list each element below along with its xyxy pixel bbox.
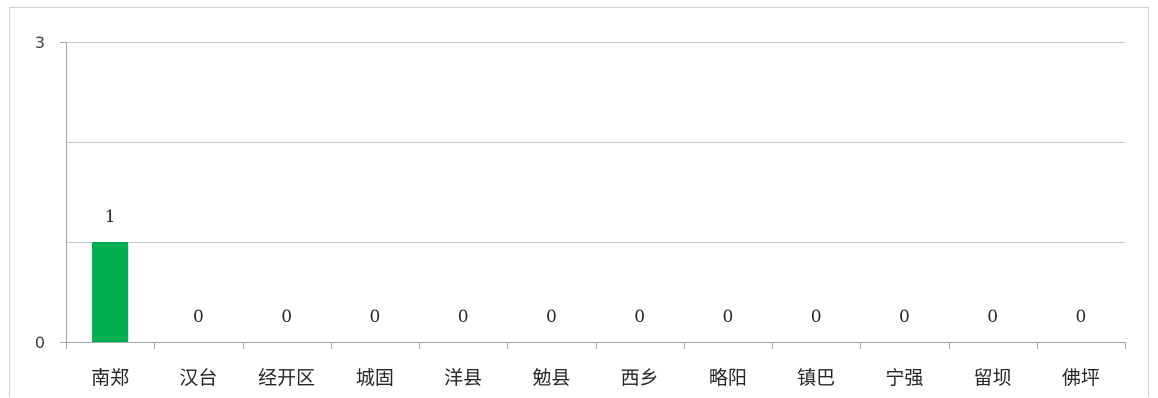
x-category-label-6: 西乡 xyxy=(621,367,659,389)
x-category-label-7: 略阳 xyxy=(709,367,747,389)
y-tick-label-1: 3 xyxy=(35,33,45,52)
data-label-3: 0 xyxy=(369,307,380,327)
x-category-label-1: 汉台 xyxy=(179,367,217,389)
x-category-label-2: 经开区 xyxy=(258,367,315,389)
data-label-11: 0 xyxy=(1075,307,1086,327)
y-tick-label-0: 0 xyxy=(35,333,45,352)
data-label-6: 0 xyxy=(634,307,645,327)
axes xyxy=(60,42,1125,343)
x-category-label-4: 洋县 xyxy=(444,367,482,389)
data-label-1: 0 xyxy=(193,307,204,327)
x-category-label-3: 城固 xyxy=(356,367,394,389)
x-category-label-8: 镇巴 xyxy=(797,367,835,389)
data-label-2: 0 xyxy=(281,307,292,327)
data-label-7: 0 xyxy=(722,307,733,327)
bar-0 xyxy=(92,242,129,342)
chart-frame xyxy=(9,7,1149,397)
data-label-8: 0 xyxy=(811,307,822,327)
x-category-label-5: 勉县 xyxy=(532,367,570,389)
data-label-10: 0 xyxy=(987,307,998,327)
axis-ticks xyxy=(60,42,1126,349)
data-label-4: 0 xyxy=(458,307,469,327)
x-category-label-9: 宁强 xyxy=(885,367,923,389)
x-category-label-0: 南郑 xyxy=(91,367,129,389)
gridlines xyxy=(66,42,1125,243)
data-label-5: 0 xyxy=(546,307,557,327)
data-label-9: 0 xyxy=(899,307,910,327)
labels: 0 3 南郑 汉台 经开区 城固 洋县 勉县 西乡 略阳 镇巴 宁强 留坝 佛坪 1 0 0 0 0 0 0 0 0 0 0 0 xyxy=(35,33,1100,389)
bars xyxy=(92,242,129,342)
data-label-0: 1 xyxy=(105,207,116,227)
x-category-label-10: 留坝 xyxy=(974,367,1012,389)
x-category-label-11: 佛坪 xyxy=(1062,367,1100,389)
